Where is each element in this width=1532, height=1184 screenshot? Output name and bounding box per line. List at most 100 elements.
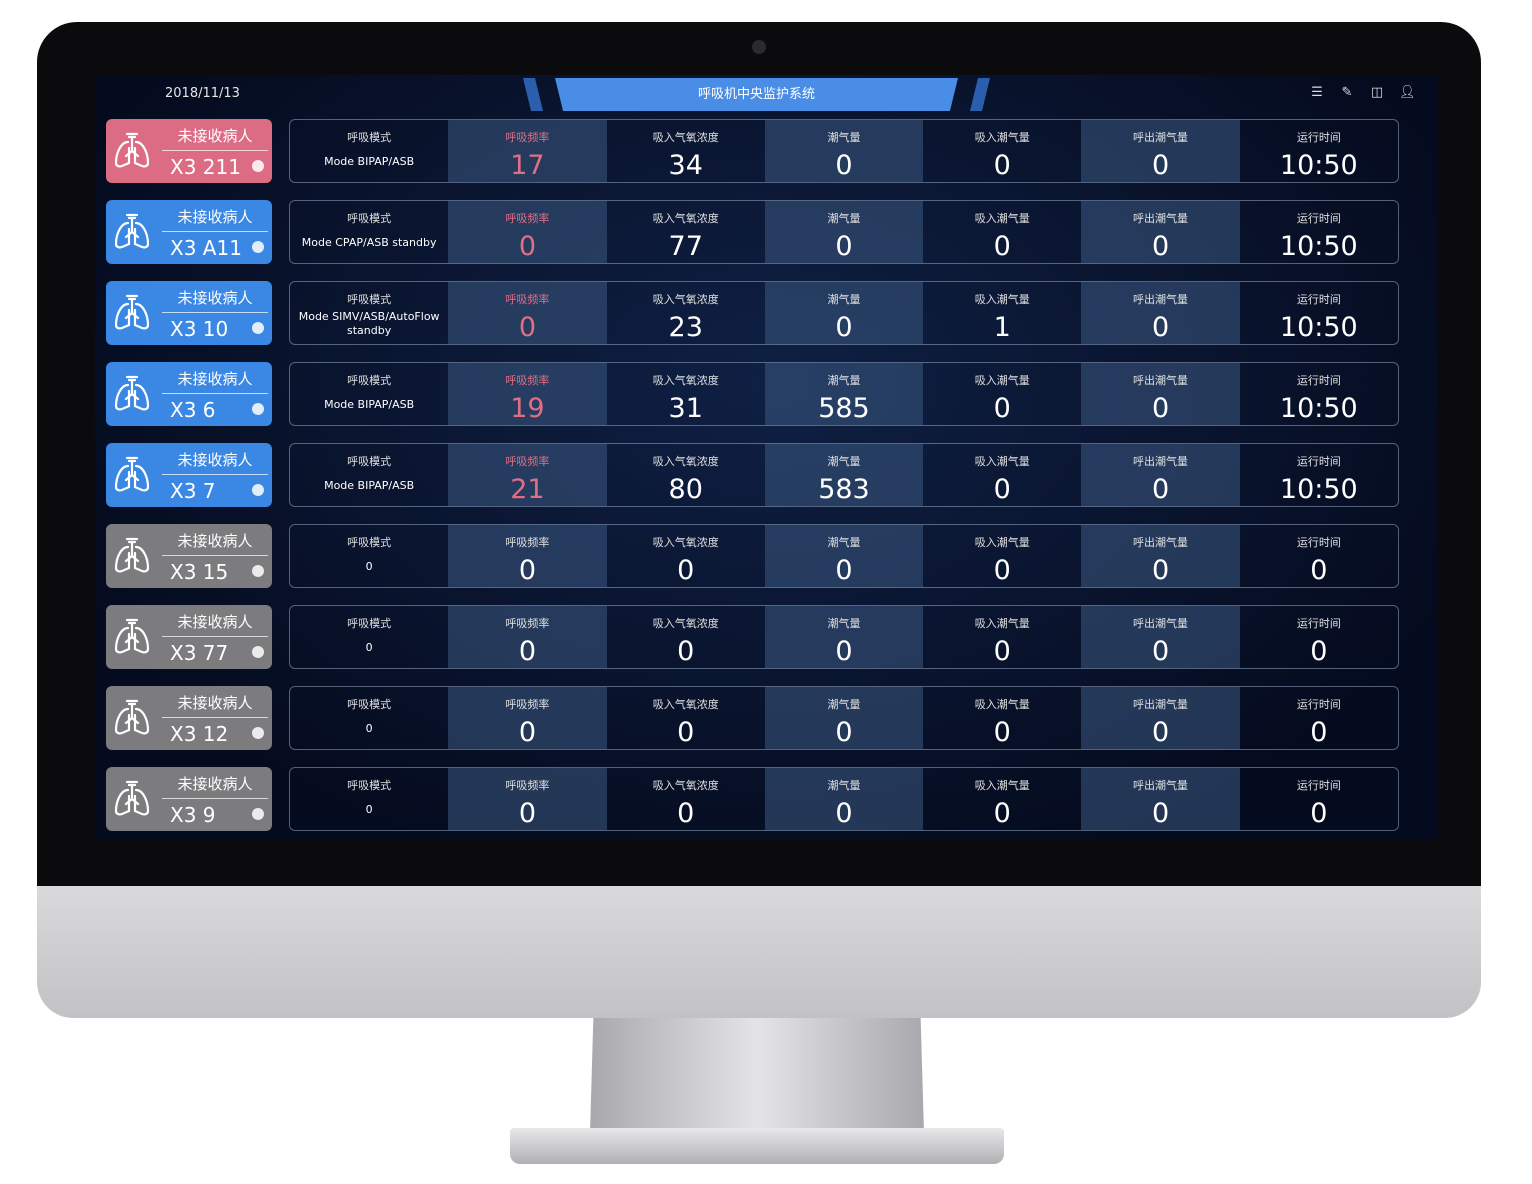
vital-value: 0 <box>1310 717 1328 748</box>
mode-value: Mode BIPAP/ASB <box>324 398 415 411</box>
bed-card[interactable]: 未接收病人 X3 7 <box>106 443 272 507</box>
bed-number: X3 10 <box>170 317 229 341</box>
vital-cell: 呼出潮气量 0 <box>1081 201 1240 263</box>
vital-label: 呼出潮气量 <box>1133 293 1189 306</box>
user-icon[interactable]: 👤︎ <box>1399 85 1416 100</box>
patient-status: 未接收病人 <box>162 692 268 718</box>
screen: 2018/11/13 呼吸机中央监护系统 ☰ ✎ ◫ 👤︎ 未接收病人 X3 2… <box>95 75 1437 840</box>
bed-card[interactable]: 未接收病人 X3 6 <box>106 362 272 426</box>
vital-value: 0 <box>993 150 1011 181</box>
vital-cell: 运行时间 10:50 <box>1240 201 1398 263</box>
vital-label: 运行时间 <box>1296 212 1341 225</box>
check-icon[interactable] <box>252 484 264 496</box>
vitals-table[interactable]: 呼吸模式 Mode SIMV/ASB/AutoFlow standby 呼吸频率… <box>289 281 1399 345</box>
vital-label: 吸入潮气量 <box>974 374 1030 387</box>
vital-label: 吸入潮气量 <box>974 293 1030 306</box>
vitals-table[interactable]: 呼吸模式 Mode CPAP/ASB standby 呼吸频率 0 吸入气氧浓度… <box>289 200 1399 264</box>
check-icon[interactable] <box>252 160 264 172</box>
vital-label: 运行时间 <box>1296 536 1341 549</box>
vital-value: 0 <box>1151 231 1170 262</box>
lungs-icon <box>112 131 152 171</box>
bed-card[interactable]: 未接收病人 X3 9 <box>106 767 272 831</box>
vital-value: 0 <box>835 312 853 343</box>
vital-cell: 呼出潮气量 0 <box>1081 444 1240 506</box>
check-icon[interactable] <box>252 241 264 253</box>
vital-cell: 吸入气氧浓度 31 <box>607 363 765 425</box>
vital-cell: 运行时间 0 <box>1240 768 1398 830</box>
vital-cell: 呼出潮气量 0 <box>1081 525 1240 587</box>
patient-row: 未接收病人 X3 10 呼吸模式 Mode SIMV/ASB/AutoFlow … <box>106 281 1399 345</box>
bed-number: X3 7 <box>170 479 216 503</box>
vital-label: 运行时间 <box>1296 698 1341 711</box>
vital-cell: 吸入气氧浓度 0 <box>607 525 765 587</box>
vitals-table[interactable]: 呼吸模式 0 呼吸频率 0 吸入气氧浓度 0 潮气量 0 吸入潮气量 0 呼出潮… <box>289 605 1399 669</box>
vital-value: 0 <box>1151 636 1170 667</box>
bed-card[interactable]: 未接收病人 X3 12 <box>106 686 272 750</box>
patient-row: 未接收病人 X3 6 呼吸模式 Mode BIPAP/ASB 呼吸频率 19 吸… <box>106 362 1399 426</box>
vital-cell: 呼吸频率 0 <box>448 606 607 668</box>
vital-value: 0 <box>1151 150 1170 181</box>
vital-label: 吸入气氧浓度 <box>652 779 719 792</box>
bed-card[interactable]: 未接收病人 X3 15 <box>106 524 272 588</box>
vital-label: 呼出潮气量 <box>1133 617 1189 630</box>
vital-value: 0 <box>677 798 695 829</box>
vital-label: 呼吸模式 <box>347 779 392 792</box>
vital-label: 呼吸频率 <box>505 455 550 468</box>
vital-label: 呼吸频率 <box>505 779 550 792</box>
vital-cell: 潮气量 0 <box>764 201 924 263</box>
vital-value: 0 <box>993 474 1011 505</box>
vital-value: 0 <box>518 717 537 748</box>
vital-value: 0 <box>835 150 853 181</box>
vital-label: 潮气量 <box>827 617 861 630</box>
vital-cell: 呼吸模式 0 <box>290 606 448 668</box>
vital-label: 运行时间 <box>1296 455 1341 468</box>
bed-number: X3 15 <box>170 560 229 584</box>
vital-value: 0 <box>835 555 853 586</box>
bed-card[interactable]: 未接收病人 X3 211 <box>106 119 272 183</box>
vital-cell: 吸入潮气量 1 <box>923 282 1081 344</box>
vital-value: 0 <box>677 555 695 586</box>
vitals-table[interactable]: 呼吸模式 Mode BIPAP/ASB 呼吸频率 17 吸入气氧浓度 34 潮气… <box>289 119 1399 183</box>
vital-label: 潮气量 <box>827 131 861 144</box>
check-icon[interactable] <box>252 727 264 739</box>
vital-value: 34 <box>668 150 703 181</box>
vital-label: 吸入气氧浓度 <box>652 698 719 711</box>
lungs-icon <box>112 779 152 819</box>
vitals-table[interactable]: 呼吸模式 0 呼吸频率 0 吸入气氧浓度 0 潮气量 0 吸入潮气量 0 呼出潮… <box>289 524 1399 588</box>
check-icon[interactable] <box>252 565 264 577</box>
vital-cell: 运行时间 10:50 <box>1240 282 1398 344</box>
vital-cell: 吸入气氧浓度 77 <box>607 201 765 263</box>
bed-card[interactable]: 未接收病人 X3 77 <box>106 605 272 669</box>
check-icon[interactable] <box>252 646 264 658</box>
edit-icon[interactable]: ✎ <box>1341 85 1353 100</box>
vital-cell: 潮气量 583 <box>764 444 924 506</box>
check-icon[interactable] <box>252 322 264 334</box>
menu-list-icon[interactable]: ☰ <box>1311 85 1323 100</box>
vital-label: 潮气量 <box>827 293 861 306</box>
check-icon[interactable] <box>252 808 264 820</box>
layout-icon[interactable]: ◫ <box>1370 85 1384 100</box>
bed-card[interactable]: 未接收病人 X3 10 <box>106 281 272 345</box>
vital-label: 呼吸模式 <box>347 374 392 387</box>
check-icon[interactable] <box>252 403 264 415</box>
bed-number: X3 77 <box>170 641 229 665</box>
vital-cell: 呼吸模式 0 <box>290 525 448 587</box>
vitals-table[interactable]: 呼吸模式 Mode BIPAP/ASB 呼吸频率 21 吸入气氧浓度 80 潮气… <box>289 443 1399 507</box>
vitals-table[interactable]: 呼吸模式 0 呼吸频率 0 吸入气氧浓度 0 潮气量 0 吸入潮气量 0 呼出潮… <box>289 686 1399 750</box>
vital-cell: 吸入气氧浓度 0 <box>607 768 765 830</box>
vital-value: 10:50 <box>1279 150 1358 181</box>
vitals-table[interactable]: 呼吸模式 0 呼吸频率 0 吸入气氧浓度 0 潮气量 0 吸入潮气量 0 呼出潮… <box>289 767 1399 831</box>
page-title: 呼吸机中央监护系统 <box>555 78 958 111</box>
vital-label: 运行时间 <box>1296 293 1341 306</box>
vital-cell: 潮气量 0 <box>764 282 924 344</box>
vitals-table[interactable]: 呼吸模式 Mode BIPAP/ASB 呼吸频率 19 吸入气氧浓度 31 潮气… <box>289 362 1399 426</box>
mode-value: 0 <box>365 803 373 816</box>
lungs-icon <box>112 212 152 252</box>
vital-value: 0 <box>1151 312 1170 343</box>
date: 2018/11/13 <box>165 86 240 101</box>
lungs-icon <box>112 536 152 576</box>
vital-cell: 潮气量 0 <box>764 768 924 830</box>
vital-cell: 潮气量 585 <box>764 363 924 425</box>
vital-value: 0 <box>993 393 1011 424</box>
bed-card[interactable]: 未接收病人 X3 A11 <box>106 200 272 264</box>
